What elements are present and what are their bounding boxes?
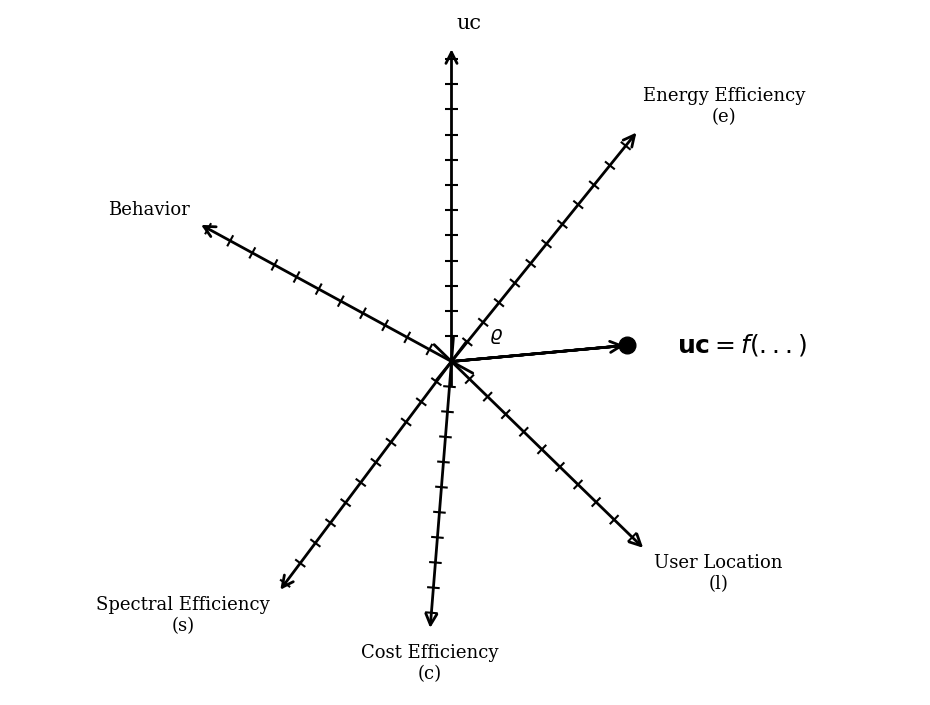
Text: User Location
(l): User Location (l): [654, 554, 783, 593]
Text: Behavior: Behavior: [108, 201, 190, 219]
Text: Energy Efficiency
(e): Energy Efficiency (e): [643, 87, 805, 126]
Text: Cost Efficiency
(c): Cost Efficiency (c): [361, 644, 498, 683]
Text: $\mathbf{uc} = \mathit{f}(...)$: $\mathbf{uc} = \mathit{f}(...)$: [676, 332, 806, 358]
Text: $\varrho$: $\varrho$: [489, 327, 504, 345]
Text: uc: uc: [456, 14, 481, 33]
Text: Spectral Efficiency
(s): Spectral Efficiency (s): [96, 596, 270, 635]
